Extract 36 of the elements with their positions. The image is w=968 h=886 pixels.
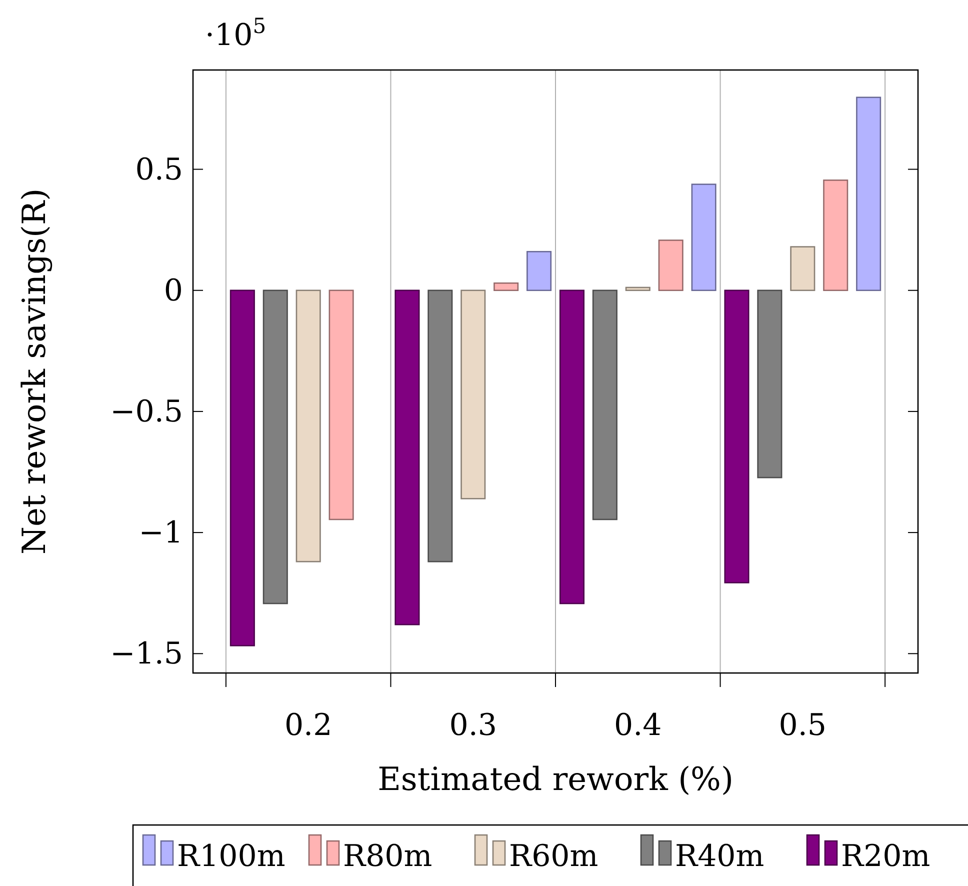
x-tick-label: 0.4 — [614, 708, 662, 743]
bar — [296, 290, 321, 562]
legend-label: R100m — [177, 839, 286, 874]
x-tick-label: 0.2 — [284, 708, 332, 743]
legend-label: R80m — [343, 839, 432, 874]
bar — [428, 290, 453, 562]
bar — [559, 290, 584, 604]
bar — [757, 290, 782, 478]
bar — [823, 180, 848, 292]
y-tick-label: −1 — [138, 516, 183, 551]
legend-label: R20m — [841, 839, 930, 874]
x-tick-label: 0.5 — [778, 708, 827, 743]
bar — [625, 286, 650, 292]
bar — [724, 290, 750, 584]
bar — [328, 290, 354, 520]
bar — [460, 290, 486, 500]
text: ·10$^{5}$ — [205, 14, 266, 53]
y-tick-label: −1.5 — [110, 636, 183, 672]
legend-label: R60m — [509, 839, 598, 874]
bar — [494, 282, 519, 292]
bar — [262, 290, 288, 604]
y-tick-label: −0.5 — [110, 394, 183, 430]
x-tick-label: 0.3 — [449, 708, 497, 743]
bar — [230, 290, 255, 646]
y-axis-title: Net rework savings(R) — [15, 188, 53, 555]
bar — [526, 250, 552, 292]
y-tick-label: 0.5 — [135, 152, 183, 188]
bar — [790, 246, 816, 292]
bar — [394, 290, 420, 626]
bar — [856, 96, 882, 292]
y-tick-label: 0 — [164, 273, 183, 308]
legend-label: R40m — [675, 839, 764, 874]
x-axis-title: Estimated rework (%) — [378, 760, 734, 798]
bar — [658, 240, 684, 292]
bar — [592, 290, 618, 520]
bar — [691, 184, 716, 292]
